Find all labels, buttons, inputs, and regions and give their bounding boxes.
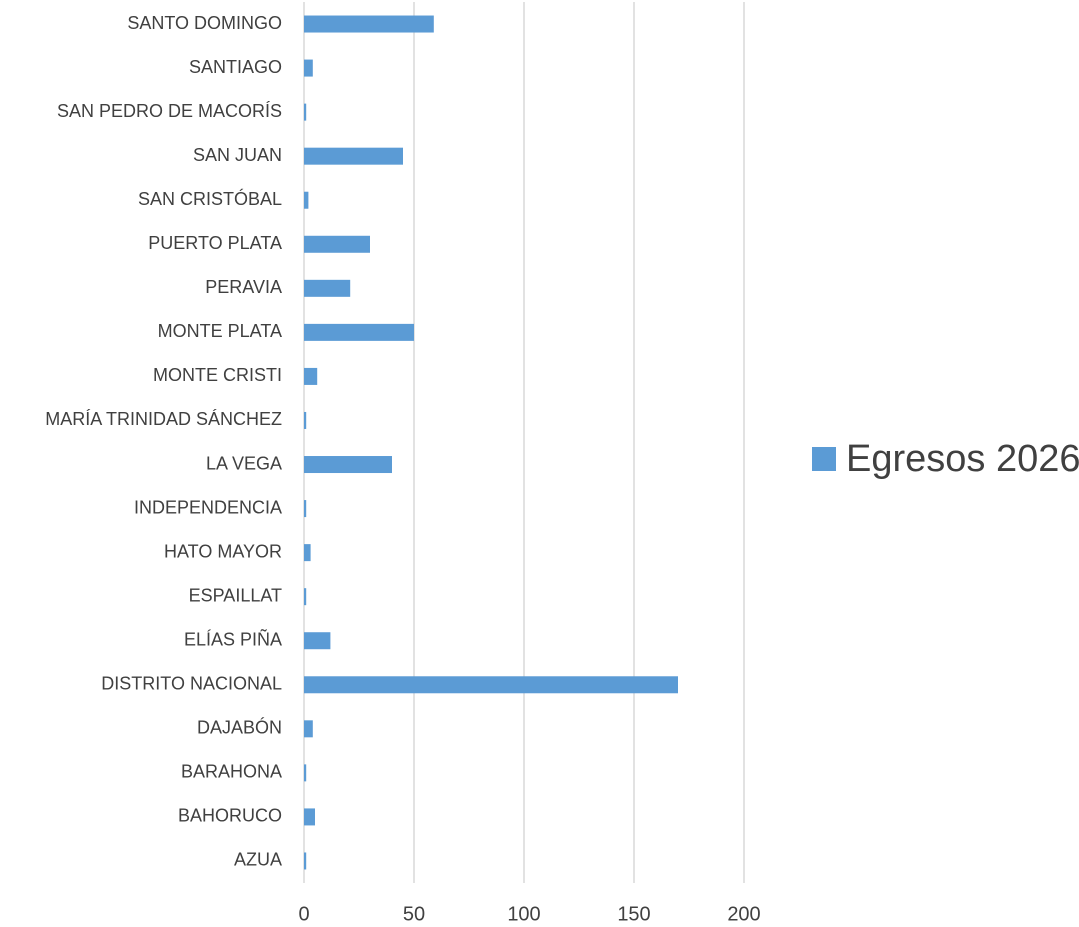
bar <box>304 103 307 121</box>
bar <box>304 323 414 341</box>
bar <box>304 764 307 782</box>
y-tick-label: SAN JUAN <box>193 145 282 165</box>
y-tick-label: INDEPENDENCIA <box>134 497 282 517</box>
bar <box>304 59 313 77</box>
bar <box>304 15 434 33</box>
bar <box>304 147 403 165</box>
bar <box>304 367 318 385</box>
x-tick-label: 200 <box>727 903 760 925</box>
bar <box>304 808 315 826</box>
y-tick-label: SAN CRISTÓBAL <box>138 188 282 209</box>
x-tick-label: 50 <box>403 903 425 925</box>
y-tick-label: PUERTO PLATA <box>148 233 282 253</box>
y-tick-label: ELÍAS PIÑA <box>184 628 282 649</box>
bar <box>304 852 307 870</box>
bar <box>304 720 313 738</box>
bar <box>304 456 392 474</box>
y-tick-label: BAHORUCO <box>178 806 282 826</box>
x-tick-label: 0 <box>298 903 309 925</box>
bar <box>304 676 678 694</box>
y-tick-label: BARAHONA <box>181 762 282 782</box>
legend-label: Egresos 2026 <box>846 438 1079 480</box>
legend-swatch <box>812 447 836 471</box>
y-tick-label: SAN PEDRO DE MACORÍS <box>57 101 282 121</box>
bar <box>304 411 307 429</box>
y-tick-label: SANTO DOMINGO <box>127 13 282 33</box>
y-tick-label: AZUA <box>234 850 282 870</box>
bar <box>304 588 307 606</box>
bar <box>304 500 307 518</box>
bar <box>304 544 311 562</box>
bar <box>304 279 351 297</box>
y-tick-label: DISTRITO NACIONAL <box>101 674 282 694</box>
y-tick-label: SANTIAGO <box>189 57 282 77</box>
x-tick-label: 150 <box>617 903 650 925</box>
y-tick-label: ESPAILLAT <box>189 585 282 605</box>
y-tick-label: PERAVIA <box>205 277 282 297</box>
y-tick-label: HATO MAYOR <box>164 541 282 561</box>
bar <box>304 235 370 253</box>
y-tick-label: MONTE PLATA <box>158 321 282 341</box>
y-tick-label: DAJABÓN <box>197 717 282 738</box>
x-tick-label: 100 <box>507 903 540 925</box>
bar <box>304 632 331 650</box>
y-tick-label: LA VEGA <box>206 453 282 473</box>
y-tick-label: MARÍA TRINIDAD SÁNCHEZ <box>45 409 282 429</box>
y-tick-label: MONTE CRISTI <box>153 365 282 385</box>
bar <box>304 191 309 209</box>
